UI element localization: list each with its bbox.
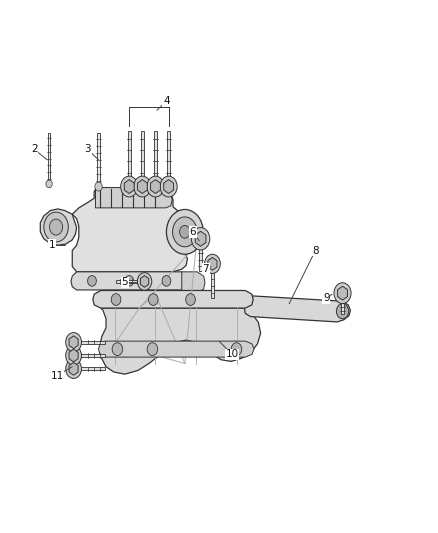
Text: 6: 6: [189, 227, 196, 237]
Polygon shape: [95, 188, 172, 208]
Circle shape: [49, 219, 63, 235]
Circle shape: [147, 176, 164, 197]
Polygon shape: [124, 180, 134, 193]
Polygon shape: [40, 209, 77, 245]
Polygon shape: [100, 308, 261, 374]
Polygon shape: [99, 341, 254, 357]
Circle shape: [162, 276, 171, 286]
Circle shape: [138, 273, 152, 290]
Circle shape: [148, 294, 158, 305]
Polygon shape: [74, 354, 105, 357]
Circle shape: [66, 333, 81, 352]
Polygon shape: [167, 131, 170, 187]
Text: 4: 4: [163, 96, 170, 106]
Circle shape: [147, 343, 158, 356]
Text: 8: 8: [312, 246, 319, 255]
Polygon shape: [93, 290, 253, 308]
Polygon shape: [182, 272, 205, 293]
Polygon shape: [69, 336, 78, 349]
Text: 10: 10: [226, 350, 239, 359]
Polygon shape: [69, 362, 78, 375]
Text: 3: 3: [84, 144, 91, 154]
Polygon shape: [140, 276, 149, 287]
Polygon shape: [151, 180, 160, 193]
Text: 5: 5: [121, 278, 128, 287]
Polygon shape: [338, 286, 347, 300]
Circle shape: [205, 254, 220, 273]
Polygon shape: [116, 280, 145, 283]
Circle shape: [88, 276, 96, 286]
Text: 11: 11: [50, 371, 64, 381]
Circle shape: [125, 276, 134, 286]
Circle shape: [334, 282, 351, 304]
Polygon shape: [97, 133, 100, 187]
Circle shape: [112, 343, 123, 356]
Circle shape: [180, 225, 190, 238]
Polygon shape: [72, 188, 187, 272]
Circle shape: [186, 294, 195, 305]
Circle shape: [120, 176, 138, 197]
Polygon shape: [128, 131, 131, 187]
Circle shape: [95, 182, 102, 191]
Circle shape: [66, 359, 81, 378]
Circle shape: [191, 228, 210, 250]
Polygon shape: [48, 133, 50, 184]
Circle shape: [44, 212, 68, 242]
Polygon shape: [69, 349, 78, 362]
Polygon shape: [244, 296, 350, 322]
Polygon shape: [164, 180, 173, 193]
Polygon shape: [199, 239, 202, 271]
Circle shape: [173, 217, 197, 247]
Circle shape: [166, 209, 203, 254]
Polygon shape: [74, 341, 105, 344]
Text: 1: 1: [48, 240, 55, 250]
Circle shape: [111, 294, 121, 305]
Polygon shape: [71, 272, 187, 290]
Polygon shape: [141, 131, 144, 187]
Polygon shape: [74, 367, 105, 370]
Polygon shape: [208, 257, 217, 270]
Text: 2: 2: [31, 144, 38, 154]
Polygon shape: [341, 293, 344, 314]
Text: 7: 7: [202, 264, 209, 274]
Circle shape: [160, 176, 177, 197]
Circle shape: [231, 343, 242, 356]
Circle shape: [46, 180, 52, 188]
Circle shape: [336, 304, 349, 319]
Polygon shape: [154, 131, 157, 187]
Polygon shape: [211, 264, 214, 298]
Text: 9: 9: [323, 294, 330, 303]
Polygon shape: [138, 180, 147, 193]
Polygon shape: [195, 231, 206, 246]
Circle shape: [66, 346, 81, 365]
Circle shape: [134, 176, 151, 197]
